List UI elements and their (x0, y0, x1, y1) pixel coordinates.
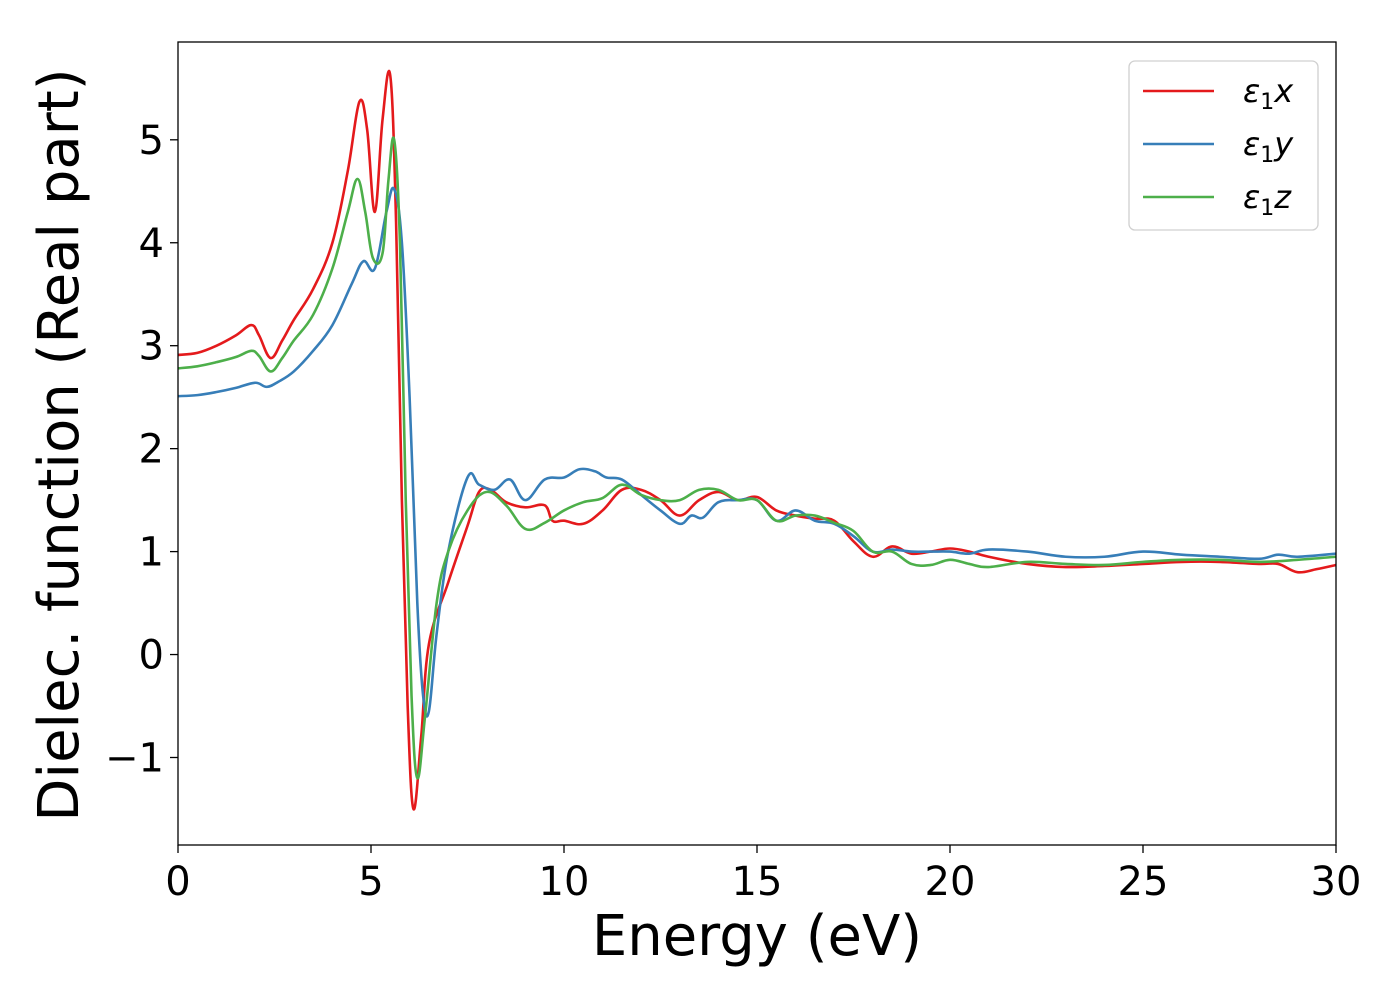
legend: ε1x ε1y ε1z (1128, 60, 1319, 231)
y-tick-label: 0 (139, 633, 164, 679)
x-tick-label: 30 (1311, 859, 1362, 905)
legend-label-x: ε1x (1243, 72, 1294, 115)
x-tick-label: 5 (358, 859, 383, 905)
x-tick-label: 15 (732, 859, 783, 905)
x-tick-label: 10 (539, 859, 590, 905)
legend-label-y: ε1y (1243, 125, 1294, 168)
x-tick-label: 20 (925, 859, 976, 905)
y-axis-label: Dielec. function (Real part) (27, 68, 92, 821)
y-tick-label: 4 (139, 221, 164, 267)
series-line-x (178, 69, 1336, 811)
y-tick-label: −1 (105, 735, 164, 781)
y-tick-label: 3 (139, 324, 164, 370)
series-line-z (178, 136, 1336, 780)
y-tick-label: 5 (139, 118, 164, 164)
y-axis-ticks: −1 0 1 2 3 4 5 (105, 118, 178, 781)
y-tick-label: 2 (139, 427, 164, 473)
x-tick-label: 0 (165, 859, 190, 905)
legend-label-z: ε1z (1243, 178, 1292, 221)
series-line-y (178, 186, 1336, 718)
x-axis-ticks: 0 5 10 15 20 25 30 (165, 845, 1361, 905)
x-tick-label: 25 (1118, 859, 1169, 905)
y-tick-label: 1 (139, 530, 164, 576)
legend-box (1128, 60, 1319, 231)
x-axis-label: Energy (eV) (592, 904, 922, 969)
plot-lines (178, 69, 1336, 811)
legend-items: ε1x ε1y ε1z (1143, 72, 1294, 221)
